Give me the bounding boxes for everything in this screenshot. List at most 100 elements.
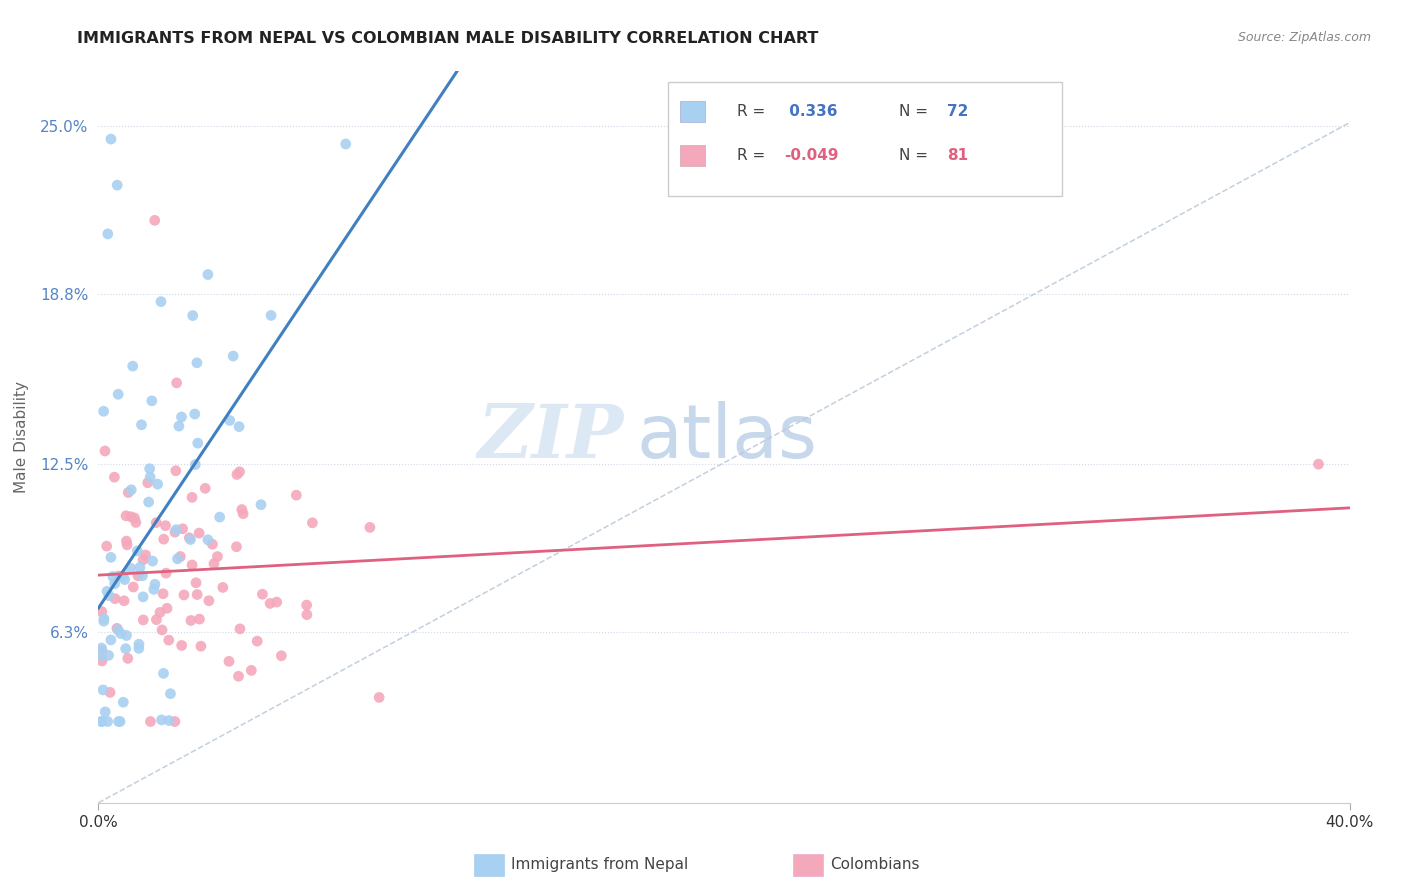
Point <box>157 714 180 728</box>
Point <box>90 714 112 729</box>
Point <box>124 511 146 525</box>
Point <box>120 483 142 497</box>
Point <box>90 643 112 657</box>
Point <box>163 714 186 729</box>
Point <box>170 639 193 653</box>
Point <box>135 548 157 562</box>
FancyBboxPatch shape <box>681 102 704 122</box>
Point <box>108 714 131 729</box>
Point <box>114 573 136 587</box>
Point <box>121 359 143 373</box>
Point <box>301 516 323 530</box>
Point <box>165 523 187 537</box>
Point <box>115 538 138 552</box>
Point <box>169 549 191 564</box>
Point <box>252 587 274 601</box>
Point <box>90 714 112 729</box>
Point <box>368 690 391 705</box>
Point <box>128 641 150 656</box>
Point <box>222 349 245 363</box>
Point <box>228 419 250 434</box>
FancyBboxPatch shape <box>474 854 503 876</box>
Point <box>211 581 233 595</box>
Point <box>229 622 252 636</box>
Point <box>198 593 221 607</box>
Point <box>101 569 124 583</box>
Point <box>132 590 155 604</box>
Point <box>150 623 173 637</box>
Point <box>129 560 152 574</box>
Text: Colombians: Colombians <box>831 857 920 872</box>
Point <box>163 525 186 540</box>
Point <box>96 584 118 599</box>
Point <box>266 595 288 609</box>
Point <box>104 591 127 606</box>
Point <box>142 554 165 568</box>
Point <box>105 178 128 193</box>
Point <box>94 705 117 719</box>
Point <box>115 534 138 549</box>
Point <box>186 356 208 370</box>
Point <box>117 485 139 500</box>
Point <box>295 607 318 622</box>
Point <box>201 537 224 551</box>
Point <box>112 594 135 608</box>
Point <box>100 132 122 146</box>
Point <box>259 596 281 610</box>
Point <box>143 577 166 591</box>
Point <box>97 589 120 603</box>
Point <box>231 502 253 516</box>
Point <box>97 648 120 663</box>
Point <box>111 569 134 583</box>
Point <box>91 682 114 697</box>
Point <box>155 518 177 533</box>
Text: IMMIGRANTS FROM NEPAL VS COLOMBIAN MALE DISABILITY CORRELATION CHART: IMMIGRANTS FROM NEPAL VS COLOMBIAN MALE … <box>77 31 818 46</box>
Point <box>152 587 174 601</box>
Point <box>184 575 207 590</box>
Point <box>173 588 195 602</box>
Point <box>165 464 187 478</box>
Point <box>172 522 194 536</box>
Point <box>232 507 254 521</box>
Point <box>125 516 148 530</box>
Point <box>132 553 155 567</box>
Point <box>188 526 211 541</box>
Point <box>285 488 308 502</box>
Point <box>91 654 114 668</box>
Point <box>93 404 115 418</box>
Point <box>145 516 167 530</box>
Point <box>97 714 120 729</box>
Point <box>179 531 201 545</box>
Point <box>184 458 207 472</box>
Point <box>250 498 273 512</box>
Point <box>156 601 179 615</box>
Point <box>94 444 117 458</box>
Point <box>246 634 269 648</box>
Point <box>228 465 250 479</box>
Point <box>107 569 129 583</box>
Point <box>190 639 212 653</box>
Point <box>105 621 128 635</box>
Text: R =: R = <box>737 148 769 163</box>
Point <box>104 576 127 591</box>
Point <box>90 641 112 656</box>
Point <box>114 641 136 656</box>
Point <box>197 268 219 282</box>
Point <box>225 540 247 554</box>
Text: -0.049: -0.049 <box>785 148 838 163</box>
Point <box>90 648 112 663</box>
Text: 0.336: 0.336 <box>785 104 838 120</box>
Text: R =: R = <box>737 104 769 120</box>
Point <box>218 413 240 427</box>
Point <box>98 685 121 699</box>
Point <box>188 612 211 626</box>
Point <box>226 467 249 482</box>
Point <box>132 613 155 627</box>
FancyBboxPatch shape <box>681 145 704 166</box>
Text: 72: 72 <box>946 104 969 120</box>
Point <box>167 419 190 434</box>
Text: atlas: atlas <box>637 401 817 474</box>
Point <box>218 654 240 668</box>
Point <box>128 637 150 651</box>
Text: N =: N = <box>900 148 934 163</box>
